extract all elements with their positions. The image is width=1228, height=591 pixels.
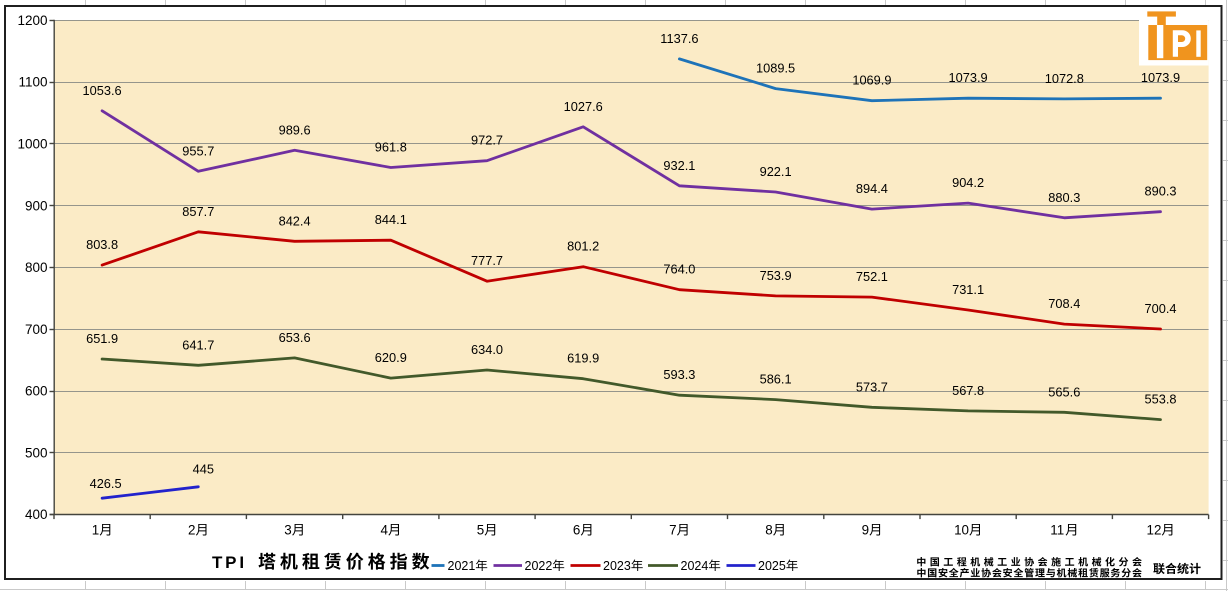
svg-text:1069.9: 1069.9	[852, 73, 891, 88]
svg-text:1000: 1000	[17, 137, 47, 152]
svg-text:1053.6: 1053.6	[83, 83, 122, 98]
svg-text:752.1: 752.1	[856, 269, 888, 284]
svg-text:900: 900	[25, 198, 48, 213]
svg-text:708.4: 708.4	[1048, 296, 1080, 311]
svg-text:800: 800	[25, 260, 48, 275]
svg-text:10: 10	[954, 523, 969, 538]
svg-text:573.7: 573.7	[856, 379, 888, 394]
svg-text:620.9: 620.9	[375, 350, 407, 365]
svg-text:3: 3	[284, 523, 291, 538]
svg-text:961.8: 961.8	[375, 140, 407, 155]
svg-text:586.1: 586.1	[760, 372, 792, 387]
svg-text:2021: 2021	[448, 559, 476, 573]
svg-text:842.4: 842.4	[279, 213, 311, 228]
svg-text:955.7: 955.7	[182, 143, 214, 158]
svg-text:565.6: 565.6	[1048, 384, 1080, 399]
svg-text:641.7: 641.7	[182, 337, 214, 352]
svg-text:2022: 2022	[525, 559, 553, 573]
svg-text:2024: 2024	[681, 559, 709, 573]
svg-text:801.2: 801.2	[567, 239, 599, 254]
svg-text:2023: 2023	[603, 559, 631, 573]
svg-text:12: 12	[1147, 523, 1162, 538]
svg-text:803.8: 803.8	[86, 237, 118, 252]
svg-text:922.1: 922.1	[760, 164, 792, 179]
svg-text:7: 7	[669, 523, 676, 538]
svg-text:1073.9: 1073.9	[1141, 70, 1180, 85]
svg-text:653.6: 653.6	[279, 330, 311, 345]
svg-text:567.8: 567.8	[952, 383, 984, 398]
svg-text:2: 2	[188, 523, 195, 538]
svg-text:844.1: 844.1	[375, 212, 407, 227]
svg-text:619.9: 619.9	[567, 351, 599, 366]
svg-text:1137.6: 1137.6	[660, 31, 698, 46]
svg-text:400: 400	[25, 507, 48, 522]
svg-text:426.5: 426.5	[90, 476, 122, 491]
svg-text:932.1: 932.1	[663, 158, 695, 173]
svg-text:500: 500	[25, 445, 48, 460]
svg-text:764.0: 764.0	[663, 262, 695, 277]
svg-text:8: 8	[765, 523, 772, 538]
svg-text:1100: 1100	[18, 75, 47, 90]
svg-text:5: 5	[477, 523, 484, 538]
svg-text:753.9: 753.9	[760, 268, 792, 283]
svg-text:777.7: 777.7	[471, 253, 503, 268]
svg-text:890.3: 890.3	[1144, 184, 1176, 199]
svg-text:880.3: 880.3	[1048, 190, 1080, 205]
svg-text:1: 1	[92, 523, 99, 538]
svg-text:9: 9	[862, 523, 869, 538]
svg-text:1200: 1200	[17, 13, 47, 28]
svg-text:593.3: 593.3	[663, 367, 695, 382]
svg-text:445: 445	[193, 462, 214, 477]
svg-text:972.7: 972.7	[471, 133, 503, 148]
svg-text:700: 700	[25, 322, 48, 337]
svg-text:4: 4	[381, 523, 389, 538]
svg-text:857.7: 857.7	[182, 204, 214, 219]
svg-text:1089.5: 1089.5	[756, 61, 795, 76]
svg-text:6: 6	[573, 523, 580, 538]
svg-text:2025: 2025	[758, 559, 786, 573]
svg-text:600: 600	[25, 384, 48, 399]
svg-text:700.4: 700.4	[1144, 301, 1176, 316]
svg-text:651.9: 651.9	[86, 331, 118, 346]
svg-text:1027.6: 1027.6	[564, 99, 603, 114]
svg-text:1073.9: 1073.9	[949, 70, 988, 85]
svg-text:TPI: TPI	[212, 553, 247, 572]
svg-text:894.4: 894.4	[856, 181, 888, 196]
svg-text:731.1: 731.1	[952, 282, 984, 297]
svg-text:553.8: 553.8	[1144, 392, 1176, 407]
svg-text:904.2: 904.2	[952, 175, 984, 190]
svg-text:11: 11	[1050, 523, 1064, 538]
svg-text:634.0: 634.0	[471, 342, 503, 357]
svg-text:1072.8: 1072.8	[1045, 71, 1084, 86]
svg-text:989.6: 989.6	[279, 122, 311, 137]
